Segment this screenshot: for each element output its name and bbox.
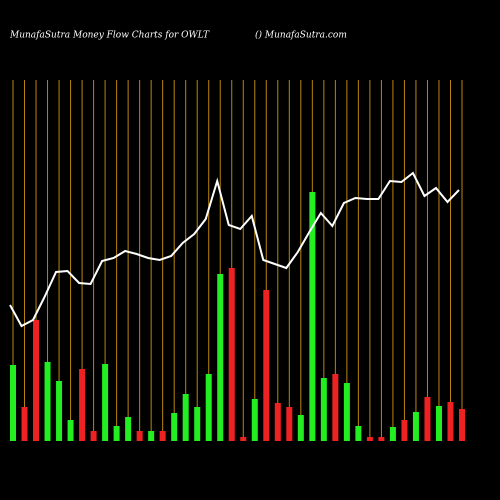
bar (182, 394, 189, 441)
bar (171, 413, 178, 441)
bar (274, 403, 281, 441)
bar (33, 320, 40, 441)
bar (159, 431, 166, 441)
money-flow-line (9, 171, 460, 328)
bar (56, 381, 63, 441)
bar (240, 437, 247, 441)
bar (355, 426, 362, 441)
bar (90, 431, 97, 441)
bar (459, 409, 465, 441)
bar (263, 290, 270, 441)
bar (332, 374, 339, 441)
bar (102, 364, 109, 441)
bar (424, 397, 431, 441)
bar (44, 362, 51, 441)
bar (378, 437, 385, 441)
bar (205, 374, 212, 441)
chart-title: MunafaSutra Money Flow Charts for OWLT (9, 31, 210, 41)
chart-subtitle: () MunafaSutra.com (255, 30, 347, 41)
bar (343, 383, 350, 441)
bar (228, 268, 235, 441)
bar (251, 399, 258, 441)
bar (194, 407, 201, 441)
bar (67, 420, 74, 441)
bar (366, 437, 373, 441)
bar (297, 415, 304, 441)
bar (136, 431, 143, 441)
bar (21, 407, 28, 441)
bar (10, 365, 16, 441)
bar (113, 426, 120, 441)
bar (412, 412, 419, 441)
bar (148, 431, 155, 441)
bar (79, 369, 86, 441)
bar (401, 420, 408, 441)
bar (286, 407, 293, 441)
bar (447, 402, 454, 441)
bar (320, 378, 327, 441)
bar (125, 417, 132, 441)
bar (217, 274, 224, 441)
bar (309, 192, 316, 441)
bar (389, 427, 396, 441)
bar (435, 406, 442, 441)
